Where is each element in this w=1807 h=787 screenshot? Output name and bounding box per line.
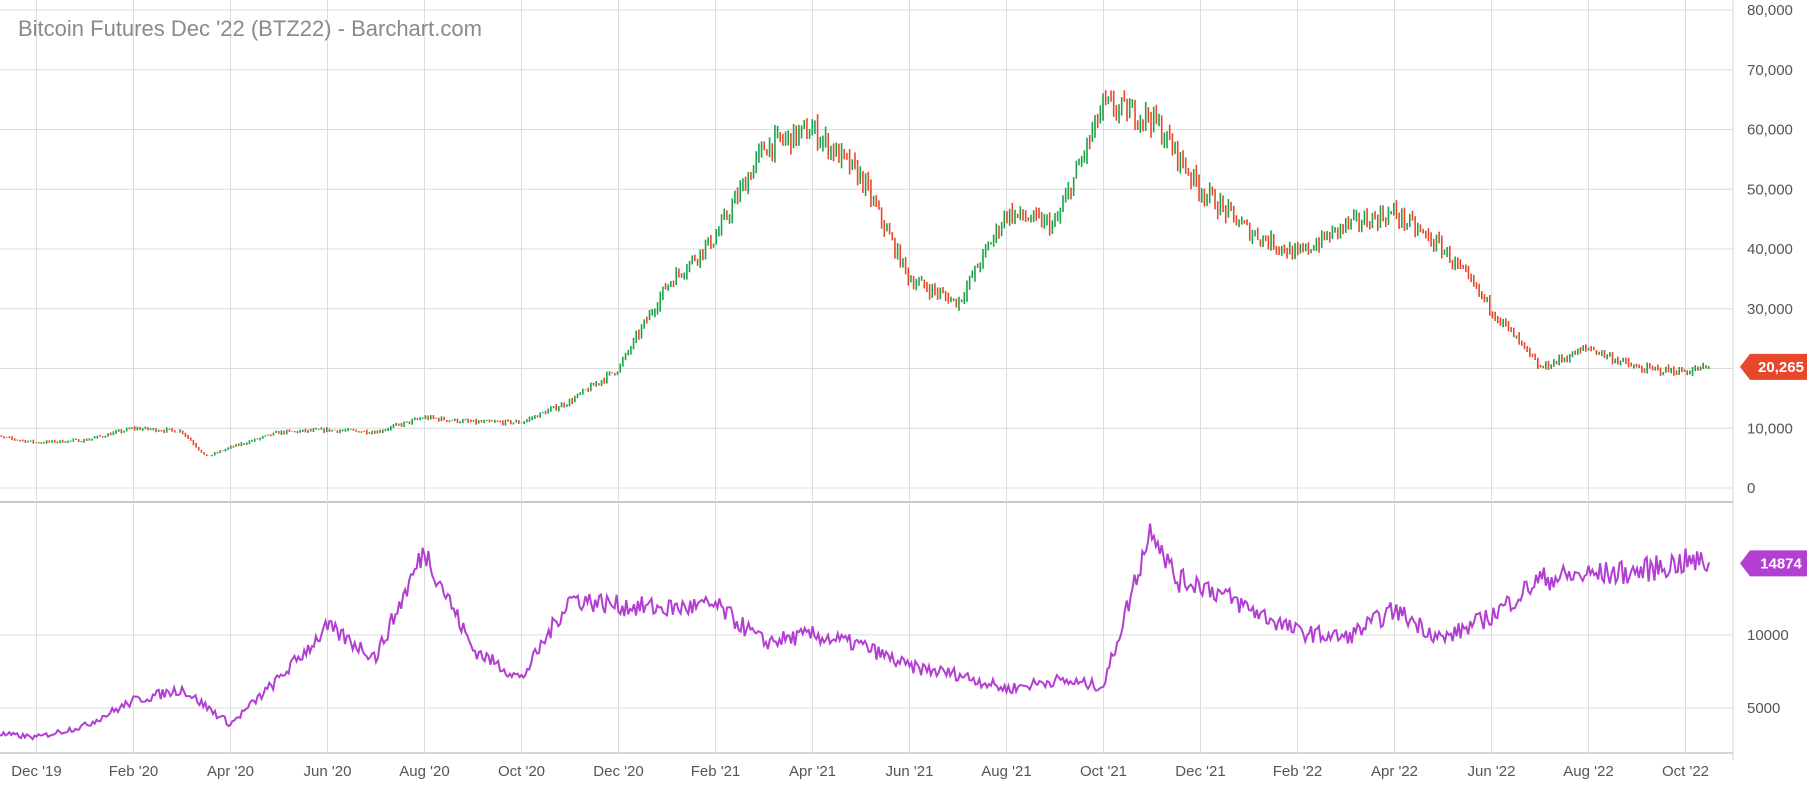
indicator-tick-label: 5000	[1747, 700, 1780, 717]
price-tick-label: 30,000	[1747, 301, 1793, 318]
x-tick-label: Oct '22	[1662, 763, 1709, 780]
indicator-tick-label: 10000	[1747, 627, 1789, 644]
price-tick-label: 70,000	[1747, 62, 1793, 79]
price-tick-label: 80,000	[1747, 2, 1793, 19]
x-tick-label: Dec '19	[11, 763, 61, 780]
x-tick-label: Oct '20	[498, 763, 545, 780]
x-tick-label: Apr '22	[1371, 763, 1418, 780]
value-badges: 20,265 14874	[1740, 353, 1807, 577]
x-tick-label: Aug '22	[1563, 763, 1613, 780]
price-tick-label: 0	[1747, 480, 1755, 497]
x-tick-label: Apr '20	[207, 763, 254, 780]
x-tick-label: Feb '22	[1273, 763, 1323, 780]
indicator-value-badge-shape	[1740, 550, 1807, 577]
axes: 010,00020,00030,00040,00050,00060,00070,…	[11, 2, 1793, 780]
x-tick-label: Dec '20	[593, 763, 643, 780]
last-price-badge-label: 20,265	[1758, 359, 1804, 376]
x-tick-label: Jun '22	[1468, 763, 1516, 780]
x-tick-label: Dec '21	[1175, 763, 1225, 780]
price-tick-label: 50,000	[1747, 181, 1793, 198]
x-tick-label: Jun '21	[886, 763, 934, 780]
chart-title: Bitcoin Futures Dec '22 (BTZ22) - Barcha…	[18, 16, 482, 41]
x-tick-label: Apr '21	[789, 763, 836, 780]
indicator-value-badge-label: 14874	[1760, 555, 1802, 572]
price-tick-label: 60,000	[1747, 122, 1793, 139]
price-tick-label: 10,000	[1747, 420, 1793, 437]
x-tick-label: Aug '21	[981, 763, 1031, 780]
price-tick-label: 40,000	[1747, 241, 1793, 258]
last-price-badge: 20,265	[1740, 353, 1807, 380]
x-tick-label: Aug '20	[399, 763, 449, 780]
x-tick-label: Oct '21	[1080, 763, 1127, 780]
x-tick-label: Jun '20	[304, 763, 352, 780]
indicator-value-badge: 14874	[1740, 550, 1807, 577]
price-candles	[0, 90, 1710, 457]
last-price-badge-shape	[1740, 353, 1807, 380]
x-tick-label: Feb '21	[691, 763, 741, 780]
indicator-line	[0, 523, 1710, 741]
indicator-panel	[0, 523, 1710, 741]
x-tick-label: Feb '20	[109, 763, 159, 780]
